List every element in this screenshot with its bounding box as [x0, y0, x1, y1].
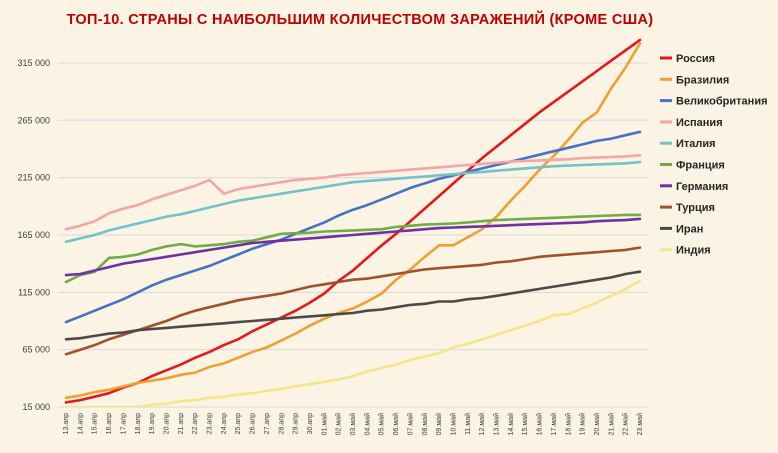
legend-label: Индия: [676, 245, 711, 257]
series-line-Бразилия: [64, 42, 642, 400]
y-tick-label: 315 000: [17, 58, 50, 68]
y-tick-label: 15 000: [22, 402, 50, 412]
y-tick-label: 65 000: [22, 345, 50, 355]
series-line-Франция: [64, 213, 642, 284]
y-tick-label: 215 000: [17, 173, 50, 183]
x-tick-label: 25.апр: [235, 413, 242, 434]
x-tick-label: 28.апр: [278, 413, 285, 434]
x-tick-label: 13.апр: [63, 413, 70, 434]
x-tick-label: 20.май: [593, 413, 601, 435]
x-tick-label: 13.май: [493, 413, 501, 435]
x-tick-label: 20.апр: [163, 413, 170, 434]
y-tick-label: 115 000: [18, 287, 50, 297]
x-tick-label: 01.май: [320, 413, 328, 435]
x-tick-label: 12.май: [478, 413, 486, 435]
legend-label: Иран: [676, 223, 703, 235]
y-tick-label: 165 000: [17, 230, 50, 240]
x-tick-label: 23.май: [636, 413, 644, 435]
x-tick-label: 30.апр: [307, 413, 314, 434]
legend-label: Бразилия: [676, 74, 729, 86]
x-tick-label: 14.апр: [77, 413, 84, 434]
series-line-Турция: [64, 246, 642, 356]
series-line-Италия: [64, 160, 642, 244]
series-line-Великобритания: [64, 130, 642, 324]
x-tick-label: 16.апр: [106, 413, 113, 434]
y-tick-label: 265 000: [17, 115, 50, 125]
series-line-Индия: [64, 279, 642, 407]
x-tick-label: 06.май: [392, 413, 400, 435]
x-tick-label: 21.май: [607, 413, 615, 435]
chart-title: ТОП-10. СТРАНЫ С НАИБОЛЬШИМ КОЛИЧЕСТВОМ …: [66, 12, 654, 28]
x-tick-label: 15.апр: [92, 413, 99, 434]
x-tick-label: 09.май: [435, 413, 443, 435]
legend-label: Великобритания: [676, 96, 768, 108]
x-tick-label: 24.апр: [221, 413, 228, 434]
x-tick-label: 11.май: [464, 413, 472, 435]
legend-label: Россия: [676, 53, 715, 65]
x-tick-label: 16.май: [536, 413, 544, 435]
series-line-Иран: [64, 270, 642, 341]
x-tick-label: 07.май: [406, 413, 414, 435]
x-tick-label: 22.апр: [192, 413, 199, 434]
x-tick-label: 23.апр: [207, 413, 214, 434]
x-tick-label: 26.апр: [250, 413, 257, 434]
x-tick-label: 14.май: [507, 413, 515, 435]
x-tick-label: 04.май: [363, 413, 371, 435]
x-tick-label: 10.май: [449, 413, 457, 435]
x-tick-label: 17.апр: [120, 413, 127, 434]
legend-label: Франция: [676, 160, 725, 172]
legend-label: Германия: [676, 181, 728, 193]
x-tick-label: 17.май: [550, 413, 558, 435]
x-tick-label: 05.май: [378, 413, 386, 435]
legend-label: Турция: [676, 202, 715, 214]
x-tick-label: 29.апр: [293, 413, 300, 434]
x-tick-label: 18.май: [564, 413, 572, 435]
x-tick-label: 27.апр: [264, 413, 271, 434]
x-tick-label: 03.май: [349, 413, 357, 435]
x-tick-label: 19.май: [579, 413, 587, 435]
x-tick-label: 15.май: [521, 413, 529, 435]
legend-label: Италия: [676, 138, 716, 150]
legend-label: Испания: [676, 117, 723, 129]
series-line-Испания: [64, 154, 642, 231]
series-line-Россия: [64, 38, 642, 404]
series-line-Германия: [64, 217, 642, 277]
x-tick-label: 02.май: [335, 413, 343, 435]
x-tick-label: 19.апр: [149, 413, 156, 434]
x-tick-label: 18.апр: [135, 413, 142, 434]
x-tick-label: 22.май: [622, 413, 630, 435]
x-tick-label: 21.апр: [178, 413, 185, 434]
x-tick-label: 08.май: [421, 413, 429, 435]
